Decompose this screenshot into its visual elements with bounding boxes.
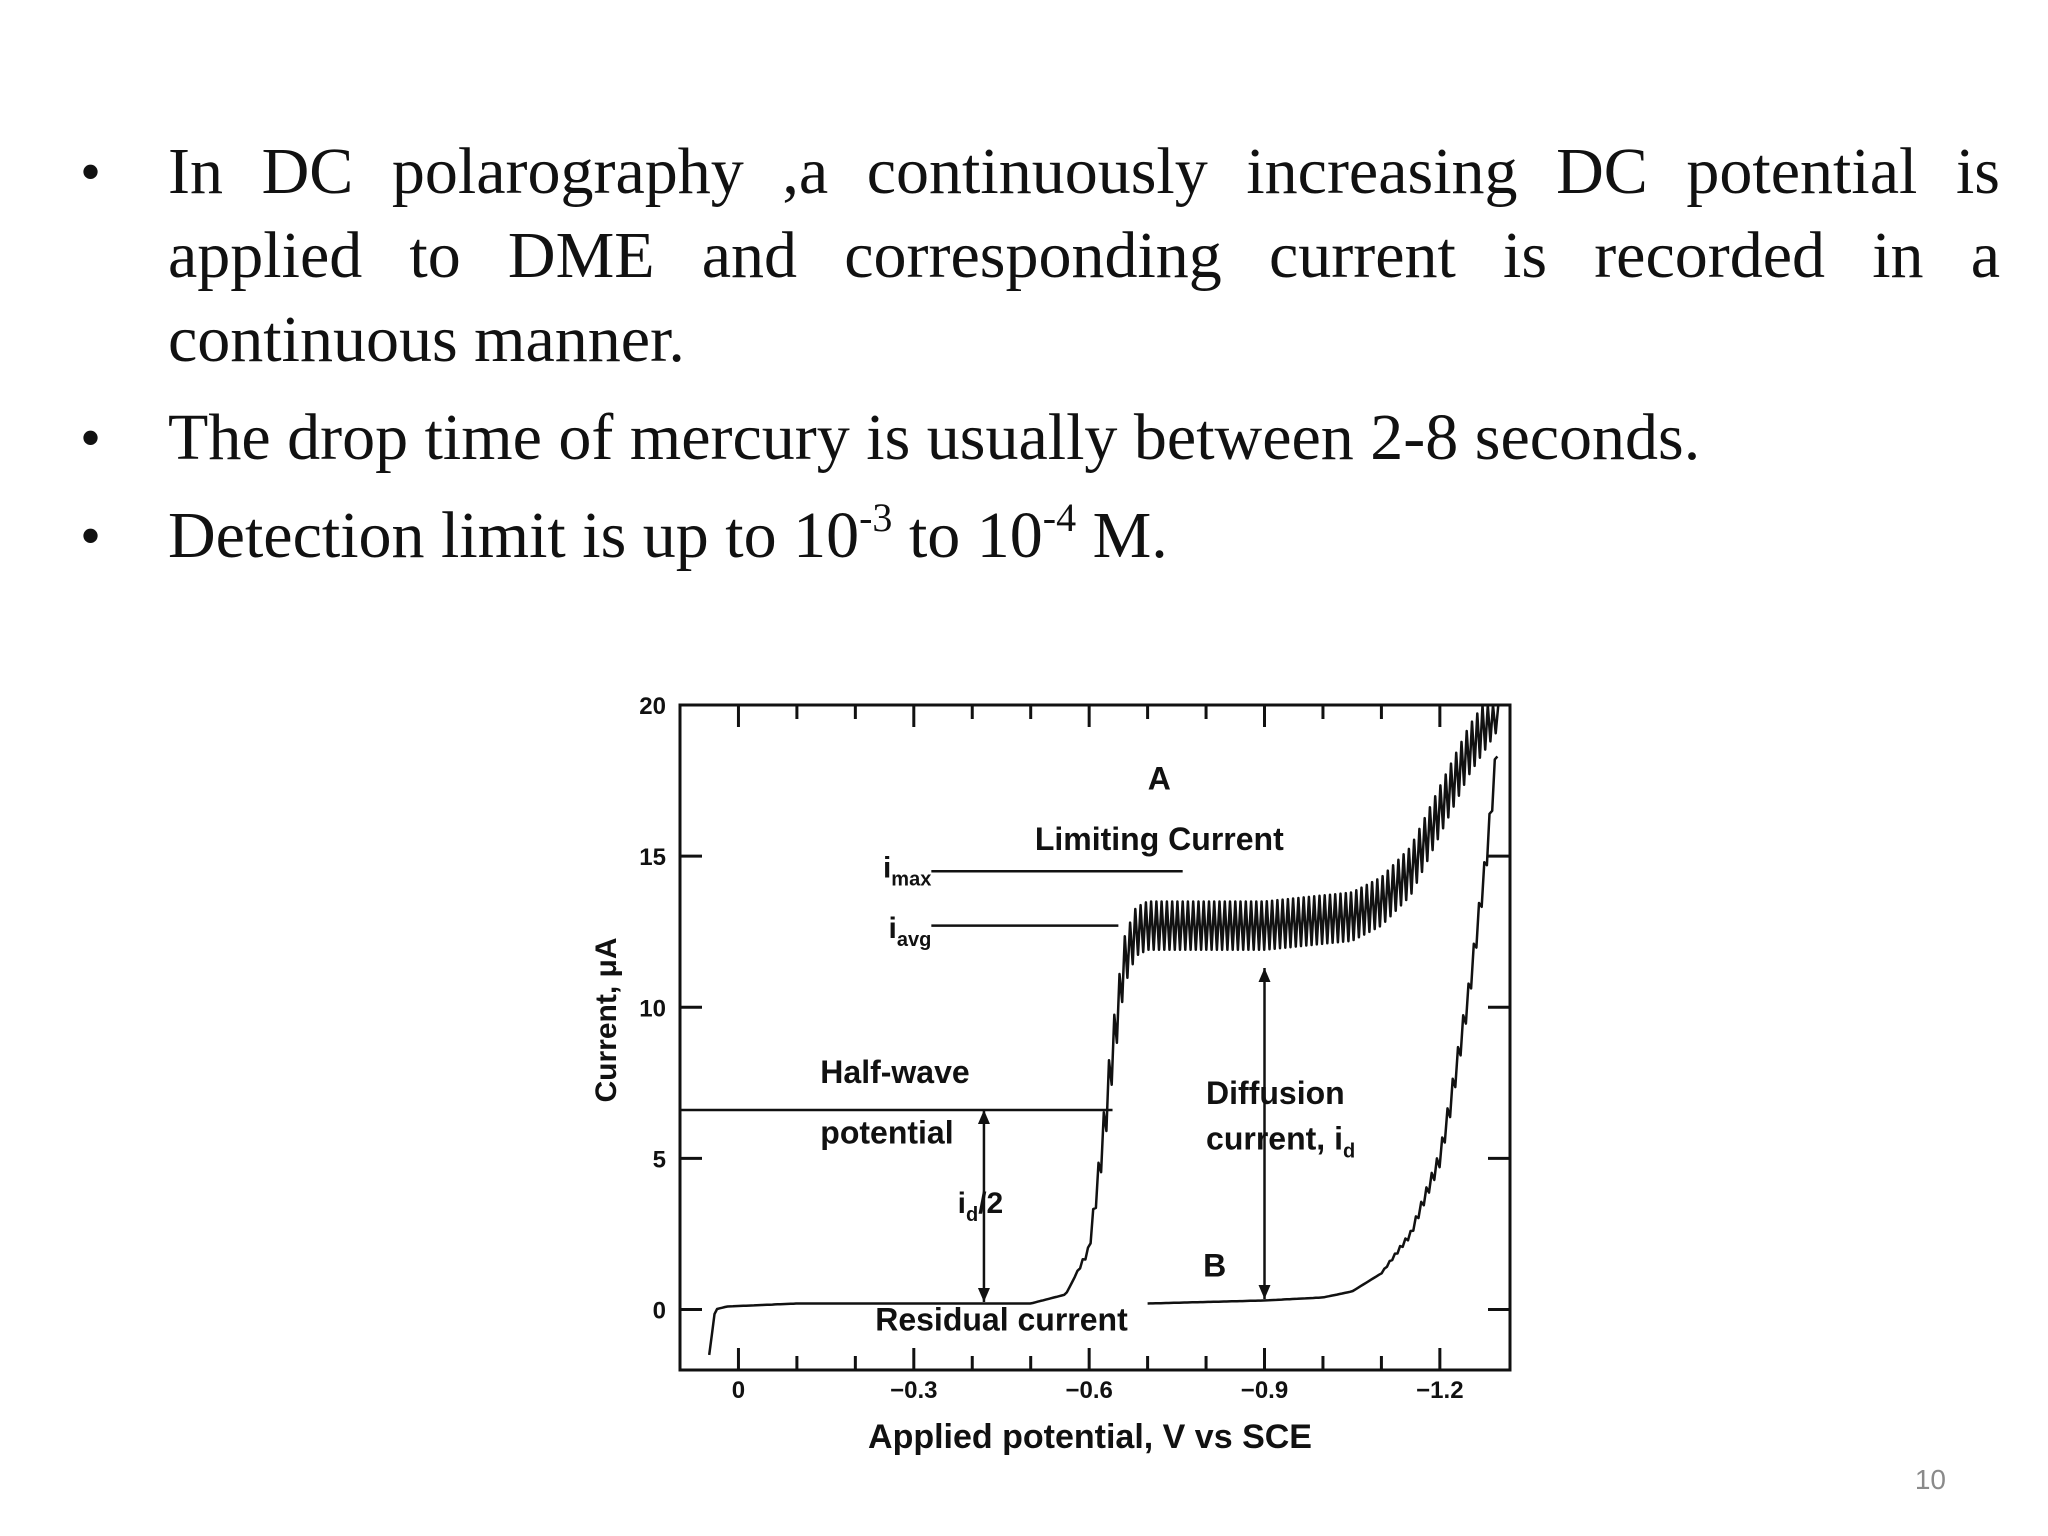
detection-text-part: Detection limit is up to 10 [168,499,860,572]
y-tick-label: 20 [639,693,666,720]
bullet-text: The drop time of mercury is usually betw… [168,401,1701,474]
bullet-marker: • [80,139,102,205]
page-number: 10 [1914,1464,1946,1495]
x-axis-title: Applied potential, V vs SCE [868,1418,1312,1456]
diffusion-label-line2: current, id [1206,1120,1355,1162]
bullet-item-dc-polarography: • In DC polarography ,a continuously inc… [80,130,2000,382]
curve-b [1147,755,1499,1305]
id-half-label: id/2 [958,1187,1004,1226]
limiting-current-label: Limiting Current [1035,821,1284,857]
bullet-list: • In DC polarography ,a continuously inc… [80,130,2000,578]
y-tick-label: 15 [639,844,666,871]
x-tick-label: −0.3 [890,1377,937,1404]
curve-a-label: A [1148,761,1171,797]
arrow-head [977,1110,990,1125]
curves [707,703,1500,1356]
arrow-head [1258,1284,1271,1299]
diffusion-label-line1: Diffusion [1206,1075,1345,1111]
bullet-text: Detection limit is up to 10-3 to 10-4 M. [168,494,2000,578]
tick-labels: 0 −0.3 −0.6 −0.9 −1.2 0 5 10 15 20 [639,693,1463,1404]
bullet-marker: • [80,503,102,569]
exponent-minus-4: -4 [1042,495,1077,540]
y-tick-label: 5 [653,1146,666,1173]
x-tick-label: 0 [732,1377,745,1404]
x-tick-label: −0.9 [1241,1377,1288,1404]
i-avg-label: iavg [889,912,932,951]
half-wave-label-line2: potential [820,1114,953,1150]
axis-ticks [680,703,1510,1370]
residual-current-label: Residual current [875,1302,1128,1338]
arrow-head [1258,967,1271,982]
y-tick-label: 10 [639,995,666,1022]
bullet-marker: • [80,405,102,471]
x-tick-label: −0.6 [1065,1377,1112,1404]
detection-text-part: M. [1076,499,1168,572]
detection-text-part: to 10 [892,499,1043,572]
curve-a [707,703,1500,1356]
y-axis-title: Current, μA [590,937,623,1102]
arrow-head [977,1287,990,1302]
polarogram-chart: 0 −0.3 −0.6 −0.9 −1.2 0 5 10 15 20 Current, μA Ap… [590,693,1512,1456]
exponent-minus-3: -3 [859,495,893,540]
reference-lines [680,870,1271,1302]
bullet-text: In DC polarography ,a continuously incre… [168,135,2000,376]
bullet-item-detection-limit: • Detection limit is up to 10-3 to 10-4 … [80,494,2000,578]
i-max-label: imax [883,851,931,890]
x-tick-label: −1.2 [1416,1377,1463,1404]
curve-b-label: B [1203,1247,1226,1283]
half-wave-label-line1: Half-wave [820,1054,969,1090]
bullet-item-drop-time: • The drop time of mercury is usually be… [80,396,2000,480]
plot-frame [678,703,1512,1372]
y-tick-label: 0 [653,1298,666,1325]
